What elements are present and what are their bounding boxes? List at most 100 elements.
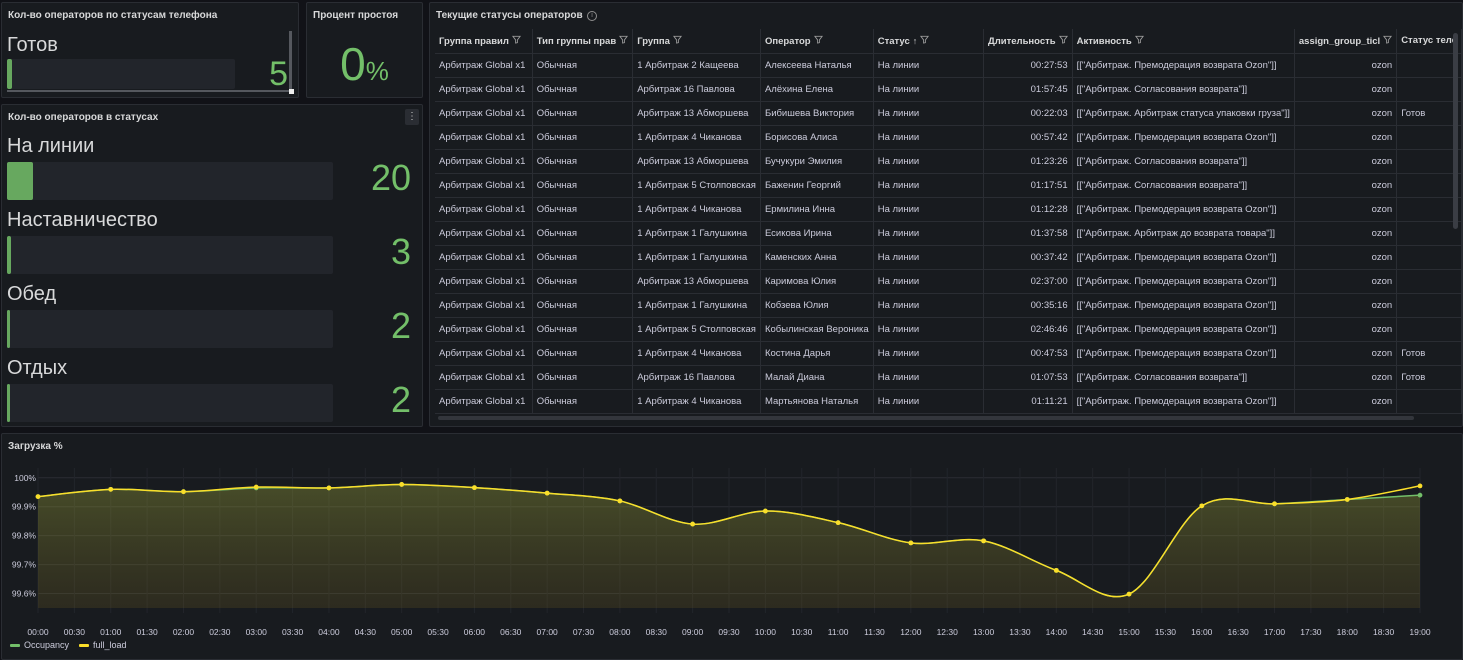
table-cell [1396, 269, 1462, 294]
resize-handle[interactable] [289, 89, 294, 94]
x-tick-label: 11:00 [828, 627, 849, 637]
table-cell: ozon [1294, 317, 1398, 342]
filter-icon[interactable] [1134, 35, 1144, 46]
table-cell: Арбитраж Global x1 [435, 293, 533, 318]
idle-number: 0 [340, 38, 366, 90]
table-row[interactable]: Арбитраж Global x1 Обычная Арбитраж 13 Абм… [435, 149, 1462, 174]
column-header[interactable]: Группа правил [435, 29, 533, 54]
table-cell: Арбитраж 16 Павлова [632, 77, 761, 102]
table-cell: На линии [873, 293, 984, 318]
status-bar-fill [7, 384, 10, 422]
filter-icon[interactable] [813, 35, 823, 46]
table-row[interactable]: Арбитраж Global x1 Обычная 1 Арбитраж 5 Ст… [435, 317, 1462, 342]
x-tick-label: 17:30 [1300, 627, 1322, 637]
table-cell: Костина Дарья [760, 341, 874, 366]
table-cell: ozon [1294, 389, 1398, 414]
filter-icon[interactable] [1058, 35, 1068, 46]
column-header-label: Длительность [987, 35, 1056, 47]
ready-panel-title: Кол-во операторов по статусам телефона [8, 10, 218, 21]
series-point [326, 485, 332, 491]
x-tick-label: 09:30 [718, 627, 740, 637]
column-header[interactable]: Статус ↑ [873, 29, 984, 54]
info-icon[interactable]: i [587, 11, 597, 21]
table-cell: Бучукури Эмилия [760, 149, 874, 174]
table-row[interactable]: Арбитраж Global x1 Обычная 1 Арбитраж 1 Га… [435, 293, 1462, 318]
table-row[interactable]: Арбитраж Global x1 Обычная Арбитраж 16 Пав… [435, 365, 1462, 390]
ready-scrollbar[interactable] [289, 31, 292, 91]
table-row[interactable]: Арбитраж Global x1 Обычная 1 Арбитраж 4 Чи… [435, 389, 1462, 414]
table-row[interactable]: Арбитраж Global x1 Обычная Арбитраж 16 Пав… [435, 77, 1462, 102]
ready-value: 5 [269, 55, 288, 93]
table-cell: 1 Арбитраж 5 Столповская [632, 173, 761, 198]
table-row[interactable]: Арбитраж Global x1 Обычная 1 Арбитраж 4 Чи… [435, 125, 1462, 150]
table-cell: Арбитраж Global x1 [435, 365, 533, 390]
table-cell: На линии [873, 341, 984, 366]
table-row[interactable]: Арбитраж Global x1 Обычная 1 Арбитраж 4 Чи… [435, 341, 1462, 366]
table-cell: На линии [873, 389, 984, 414]
table-cell: Мартьянова Наталья [760, 389, 874, 414]
status-bar-fill [7, 162, 34, 200]
filter-icon[interactable] [920, 35, 930, 46]
legend-item[interactable]: Occupancy [10, 640, 69, 650]
filter-icon[interactable] [511, 35, 521, 46]
table-cell: Обычная [532, 221, 634, 246]
column-header[interactable]: Группа [632, 29, 761, 54]
x-tick-label: 03:00 [246, 627, 268, 637]
table-cell: [["Арбитраж. Премодерация возврата Ozon"… [1072, 293, 1295, 318]
table-cell: На линии [873, 221, 984, 246]
x-tick-label: 15:30 [1155, 627, 1177, 637]
table-cell: 01:11:21 [983, 389, 1073, 414]
table-row[interactable]: Арбитраж Global x1 Обычная 1 Арбитраж 5 Ст… [435, 173, 1462, 198]
panel-menu-icon[interactable]: ⋮ [405, 109, 419, 125]
table-cell: ozon [1294, 173, 1398, 198]
table-row[interactable]: Арбитраж Global x1 Обычная 1 Арбитраж 1 Га… [435, 245, 1462, 270]
table-cell: Ермилина Инна [760, 197, 874, 222]
table-row[interactable]: Арбитраж Global x1 Обычная 1 Арбитраж 2 Ка… [435, 53, 1462, 78]
table-cell: На линии [873, 77, 984, 102]
column-header[interactable]: assign_group_ticl [1294, 29, 1398, 54]
column-header[interactable]: Оператор [760, 29, 874, 54]
column-header[interactable]: Длительность [983, 29, 1073, 54]
column-header[interactable]: Тип группы прав [532, 29, 634, 54]
filter-icon[interactable] [672, 35, 682, 46]
series-point [472, 485, 477, 491]
table-cell: На линии [873, 125, 984, 150]
sort-asc-icon[interactable]: ↑ [912, 35, 918, 46]
x-tick-label: 13:00 [973, 627, 995, 637]
table-cell [1396, 149, 1462, 174]
table-row[interactable]: Арбитраж Global x1 Обычная 1 Арбитраж 1 Га… [435, 221, 1462, 246]
table-cell: Обычная [532, 149, 634, 174]
table-cell: 00:37:42 [983, 245, 1073, 270]
table-row[interactable]: Арбитраж Global x1 Обычная Арбитраж 13 Абм… [435, 269, 1462, 294]
series-point [835, 520, 841, 526]
ready-hscrollbar[interactable] [7, 90, 289, 92]
table-row[interactable]: Арбитраж Global x1 Обычная 1 Арбитраж 4 Чи… [435, 197, 1462, 222]
idle-panel: Процент простоя 0% [306, 2, 423, 98]
table-cell: ozon [1294, 245, 1398, 270]
column-header-label: Группа [637, 35, 670, 47]
table-cell: ozon [1294, 341, 1398, 366]
legend-item[interactable]: full_load [79, 640, 127, 650]
filter-icon[interactable] [619, 35, 629, 46]
y-tick-label: 99.8% [12, 531, 37, 541]
table-cell: Готов [1396, 341, 1462, 366]
x-tick-label: 14:30 [1082, 627, 1104, 637]
table-cell: 01:12:28 [983, 197, 1073, 222]
status-bar-fill [7, 310, 10, 348]
table-cell: Арбитраж Global x1 [435, 53, 533, 78]
table-horizontal-scrollbar[interactable] [438, 416, 1414, 420]
table-cell: [["Арбитраж. Согласования возврата"]] [1072, 173, 1295, 198]
table-body: Арбитраж Global x1 Обычная 1 Арбитраж 2 Ка… [435, 53, 1462, 414]
table-vertical-scrollbar[interactable] [1453, 33, 1458, 229]
x-tick-label: 02:30 [209, 627, 231, 637]
x-tick-label: 00:00 [27, 627, 49, 637]
table-cell: На линии [873, 173, 984, 198]
table-cell: 00:27:53 [983, 53, 1073, 78]
filter-icon[interactable] [1383, 35, 1393, 46]
column-header[interactable]: Активность [1072, 29, 1295, 54]
table-cell: Обычная [532, 245, 634, 270]
table-cell: Арбитраж 13 Абморшева [632, 149, 761, 174]
x-tick-label: 02:00 [173, 627, 195, 637]
column-header[interactable]: Статус теле [1396, 29, 1462, 54]
table-row[interactable]: Арбитраж Global x1 Обычная Арбитраж 13 Абм… [435, 101, 1462, 126]
